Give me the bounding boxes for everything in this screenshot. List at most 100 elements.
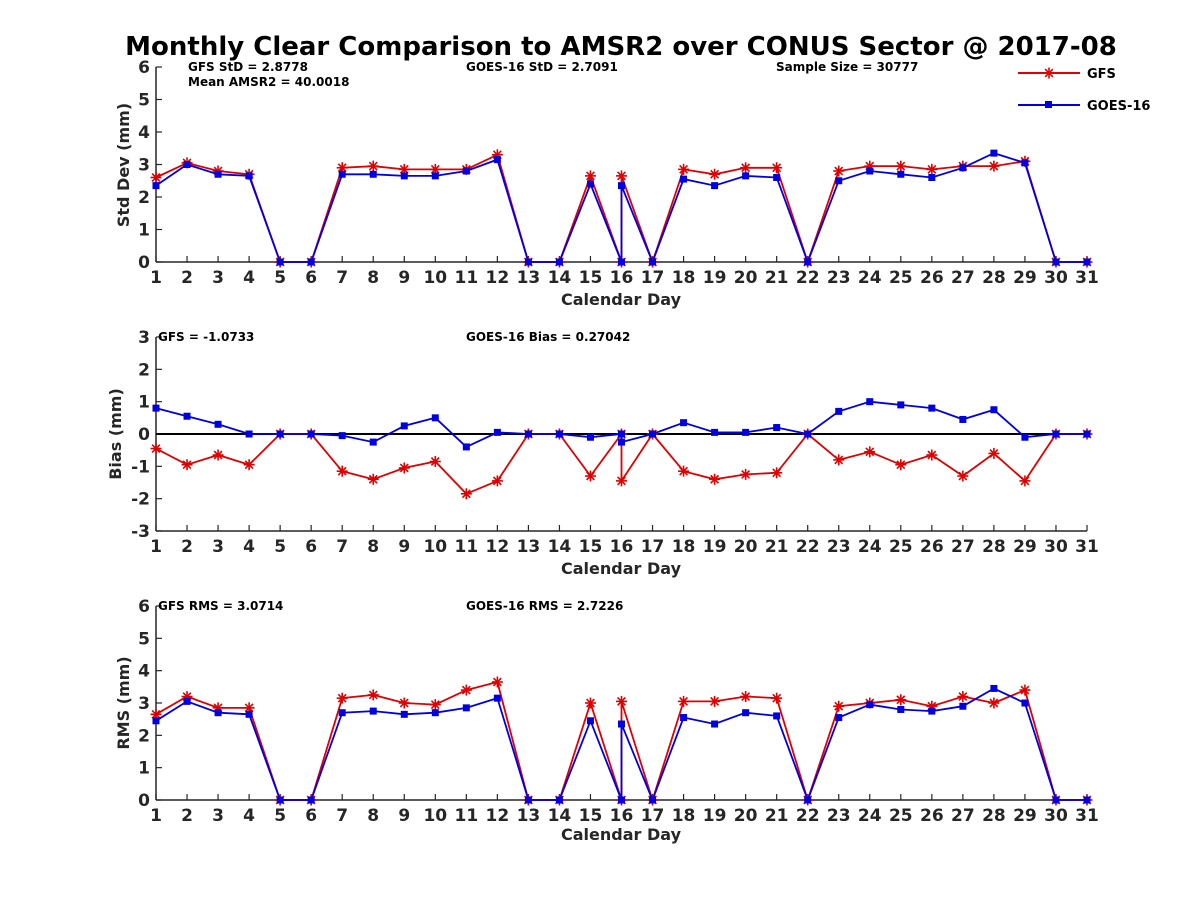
data-point-goes16 — [369, 438, 377, 446]
data-point-gfs — [771, 467, 783, 479]
x-tick-label: 17 — [641, 806, 665, 826]
y-tick-label: 1 — [138, 759, 150, 779]
y-tick-label: 2 — [138, 726, 150, 746]
x-tick-label: 20 — [734, 268, 758, 288]
x-axis-label: Calendar Day — [561, 559, 682, 578]
data-point-goes16 — [680, 714, 688, 722]
data-point-gfs — [678, 465, 690, 477]
x-tick-label: 14 — [548, 806, 572, 826]
data-point-goes16 — [555, 258, 563, 266]
x-tick-label: 19 — [703, 268, 727, 288]
data-point-goes16 — [618, 258, 625, 266]
data-point-goes16 — [680, 175, 688, 183]
data-point-goes16 — [649, 430, 657, 438]
x-tick-label: 10 — [423, 268, 447, 288]
data-point-goes16 — [711, 182, 719, 190]
data-point-goes16 — [990, 149, 998, 157]
x-tick-label: 30 — [1044, 806, 1068, 826]
data-point-goes16 — [990, 406, 998, 414]
data-point-gfs — [212, 449, 224, 461]
data-point-gfs — [336, 465, 348, 477]
x-tick-label: 16 — [610, 537, 634, 557]
data-point-goes16 — [493, 156, 501, 164]
x-tick-label: 26 — [920, 806, 944, 826]
data-point-goes16 — [866, 167, 874, 175]
data-point-gfs — [616, 170, 627, 182]
y-axis-label: RMS (mm) — [114, 656, 133, 749]
x-tick-label: 1 — [150, 268, 162, 288]
data-point-goes16 — [1083, 796, 1091, 804]
data-point-goes16 — [804, 796, 812, 804]
data-point-goes16 — [338, 432, 346, 440]
data-point-goes16 — [586, 717, 594, 725]
data-point-goes16 — [835, 407, 843, 415]
x-tick-label: 5 — [274, 268, 286, 288]
data-point-gfs — [429, 699, 441, 711]
y-tick-label: -1 — [131, 457, 150, 477]
data-point-gfs — [150, 172, 162, 183]
data-point-gfs — [491, 475, 503, 487]
data-point-gfs — [616, 695, 627, 707]
data-point-gfs — [771, 162, 783, 174]
x-tick-label: 25 — [889, 806, 913, 826]
y-tick-label: 0 — [138, 791, 150, 811]
x-tick-label: 21 — [765, 537, 789, 557]
data-point-goes16 — [928, 404, 936, 412]
x-tick-label: 10 — [423, 806, 447, 826]
data-point-gfs — [1019, 684, 1031, 696]
x-tick-label: 21 — [765, 806, 789, 826]
data-point-gfs — [460, 684, 472, 696]
x-tick-label: 12 — [486, 268, 510, 288]
data-point-gfs — [957, 691, 969, 703]
data-point-goes16 — [524, 258, 532, 266]
data-point-goes16 — [493, 428, 501, 436]
legend-label-goes16: GOES-16 — [1087, 99, 1150, 114]
series-line-goes16 — [155, 400, 1087, 448]
annotation-goes16-bias: GOES-16 Bias = 0.27042 — [466, 330, 630, 344]
data-point-goes16 — [928, 174, 936, 181]
data-point-goes16 — [804, 258, 812, 266]
x-tick-label: 15 — [579, 268, 603, 288]
y-tick-label: 6 — [138, 597, 150, 617]
data-point-goes16 — [152, 404, 160, 412]
data-point-goes16 — [649, 258, 657, 266]
x-tick-label: 2 — [181, 806, 193, 826]
data-point-goes16 — [276, 430, 284, 438]
data-point-goes16 — [431, 709, 439, 717]
data-point-goes16 — [307, 796, 315, 804]
data-point-goes16 — [835, 714, 843, 722]
data-point-goes16 — [835, 177, 843, 185]
data-point-goes16 — [214, 420, 222, 428]
data-point-gfs — [709, 695, 721, 707]
y-tick-label: 5 — [138, 629, 150, 649]
data-point-goes16 — [773, 174, 781, 181]
data-point-gfs — [460, 488, 472, 500]
y-tick-label: 5 — [138, 91, 150, 111]
x-tick-label: 6 — [305, 537, 317, 557]
annotation-mean-amsr2: Mean AMSR2 = 40.0018 — [188, 75, 349, 89]
x-tick-label: 21 — [765, 268, 789, 288]
annotation-goes16-rms: GOES-16 RMS = 2.7226 — [466, 599, 623, 613]
data-point-gfs — [584, 470, 596, 482]
data-point-gfs — [181, 459, 193, 471]
data-point-goes16 — [711, 428, 719, 436]
data-point-goes16 — [1052, 430, 1060, 438]
data-point-goes16 — [897, 401, 905, 409]
x-tick-label: 11 — [454, 268, 478, 288]
x-tick-label: 1 — [150, 537, 162, 557]
data-point-gfs — [988, 160, 1000, 172]
data-point-goes16 — [524, 796, 532, 804]
y-tick-label: -2 — [131, 490, 150, 510]
data-point-gfs — [740, 468, 752, 480]
data-point-goes16 — [959, 415, 967, 423]
x-tick-label: 27 — [951, 268, 975, 288]
data-point-goes16 — [462, 443, 470, 451]
data-point-gfs — [398, 697, 410, 709]
panel-rms: 1 2 3 4 5 6 7 8 9 10 11 12 13 14 15 16 17 18 19 20 21 22 23 24 2… — [114, 597, 1099, 844]
data-point-goes16 — [959, 702, 967, 710]
x-tick-label: 23 — [827, 806, 851, 826]
data-point-gfs — [895, 459, 907, 471]
data-point-goes16 — [152, 182, 160, 190]
x-tick-label: 3 — [212, 537, 224, 557]
